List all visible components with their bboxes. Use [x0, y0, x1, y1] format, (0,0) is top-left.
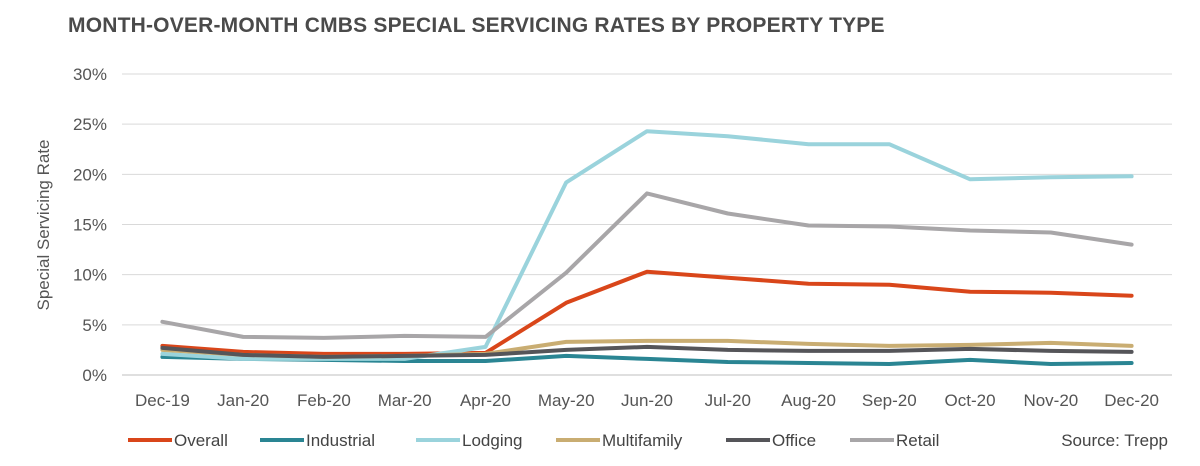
x-tick-label: Oct-20	[945, 391, 996, 410]
x-tick-label: Jun-20	[621, 391, 673, 410]
gridlines	[122, 73, 1172, 376]
legend-label: Industrial	[306, 431, 375, 450]
y-axis-label: Special Servicing Rate	[34, 139, 53, 310]
series-lines	[160, 129, 1134, 366]
y-tick-label: 10%	[73, 266, 107, 285]
chart-title: MONTH-OVER-MONTH CMBS SPECIAL SERVICING …	[68, 14, 885, 37]
x-axis-ticks: Dec-19 Jan-20 Feb-20 Mar-20 Apr-20 May-20 Jun-…	[135, 391, 1159, 410]
x-tick-label: Apr-20	[460, 391, 511, 410]
legend-label: Retail	[896, 431, 939, 450]
x-tick-label: Mar-20	[378, 391, 432, 410]
x-tick-label: Feb-20	[297, 391, 351, 410]
y-tick-label: 25%	[73, 115, 107, 134]
legend: Overall Industrial Lodging Multifamily Offic…	[128, 431, 939, 450]
legend-label: Lodging	[462, 431, 523, 450]
x-tick-label: May-20	[538, 391, 595, 410]
x-tick-label: Aug-20	[781, 391, 836, 410]
legend-label: Office	[772, 431, 816, 450]
legend-item-industrial: Industrial	[260, 431, 375, 450]
series-line-office	[160, 344, 1134, 359]
x-tick-label: Dec-20	[1104, 391, 1159, 410]
y-tick-label: 0%	[82, 366, 107, 385]
legend-item-retail: Retail	[850, 431, 939, 450]
x-tick-label: Sep-20	[862, 391, 917, 410]
y-tick-label: 5%	[82, 316, 107, 335]
y-tick-label: 30%	[73, 65, 107, 84]
x-tick-label: Nov-20	[1023, 391, 1078, 410]
source-note: Source: Trepp	[1061, 431, 1168, 450]
series-line-overall	[160, 269, 1134, 356]
x-tick-label: Jul-20	[705, 391, 751, 410]
legend-item-overall: Overall	[128, 431, 228, 450]
x-tick-label: Dec-19	[135, 391, 190, 410]
y-axis-ticks: 0% 5% 10% 15% 20% 25% 30%	[73, 65, 107, 385]
legend-item-lodging: Lodging	[416, 431, 523, 450]
x-tick-label: Jan-20	[217, 391, 269, 410]
legend-item-multifamily: Multifamily	[556, 431, 683, 450]
y-tick-label: 15%	[73, 216, 107, 235]
legend-label: Multifamily	[602, 431, 683, 450]
y-tick-label: 20%	[73, 165, 107, 184]
legend-item-office: Office	[726, 431, 816, 450]
legend-label: Overall	[174, 431, 228, 450]
series-line-retail	[160, 191, 1134, 340]
